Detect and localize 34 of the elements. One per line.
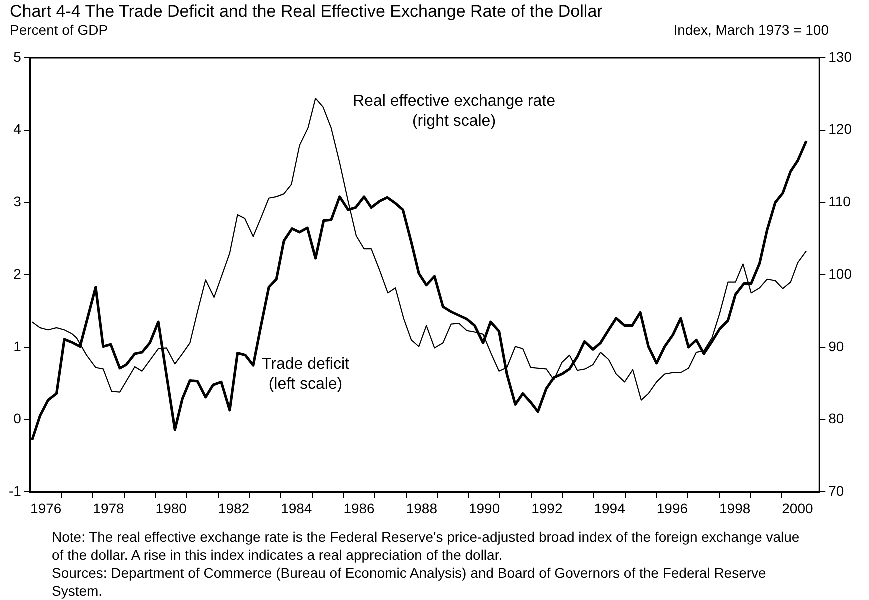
x-tick-label: 1976 xyxy=(30,500,62,516)
source-note: Sources: Department of Commerce (Bureau of Economic Analysis) and Board of Governors of the Federal Reserve System. xyxy=(52,564,768,600)
x-tick-label: 1998 xyxy=(720,500,751,516)
y-tick-label: 5 xyxy=(14,48,22,65)
x-tick-label: 1990 xyxy=(468,500,500,516)
x-tick-label: 1992 xyxy=(532,500,563,516)
series-label: Real effective exchange rate (right scale) xyxy=(353,92,556,132)
x-tick-label: 1988 xyxy=(406,500,438,516)
y2-tick-label: 90 xyxy=(828,338,844,354)
chart-title: Chart 4-4 The Trade Deficit and the Real Effective Exchange Rate of the Dollar xyxy=(10,2,603,22)
y-axis-title: Percent of GDP xyxy=(10,22,108,38)
x-tick-label: 1994 xyxy=(594,500,626,516)
y-tick-label: 1 xyxy=(14,338,22,354)
series-label: Trade deficit (left scale) xyxy=(262,355,350,395)
y-tick-label: 4 xyxy=(14,121,22,138)
y2-axis-title: Index, March 1973 = 100 xyxy=(674,22,829,38)
x-tick-label: 1982 xyxy=(218,500,250,516)
y-tick-label: 2 xyxy=(14,266,22,282)
y-tick-label: 0 xyxy=(14,410,22,427)
y2-tick-label: 130 xyxy=(828,48,852,65)
x-tick-label: 1984 xyxy=(281,500,312,516)
text: Note: The real effective exchange rate is the Federal Reserve's price-adjusted broad index of the foreign exchange value of the dollar. A rise in this index indicates a real appreciation of the dollar. xyxy=(52,528,801,564)
y2-tick-label: 70 xyxy=(828,483,844,500)
x-tick-label: 1986 xyxy=(344,500,376,516)
x-tick-label: 1980 xyxy=(156,500,188,516)
y2-tick-label: 120 xyxy=(828,121,852,138)
x-tick-label: 2000 xyxy=(782,500,814,516)
y2-tick-label: 110 xyxy=(828,194,852,210)
x-tick-label: 1978 xyxy=(93,500,125,516)
y-tick-label: -1 xyxy=(8,483,22,500)
y-tick-label: 3 xyxy=(14,194,22,210)
x-tick-label: 1996 xyxy=(656,500,688,516)
y2-tick-label: 80 xyxy=(828,410,844,427)
y2-tick-label: 100 xyxy=(828,266,852,282)
